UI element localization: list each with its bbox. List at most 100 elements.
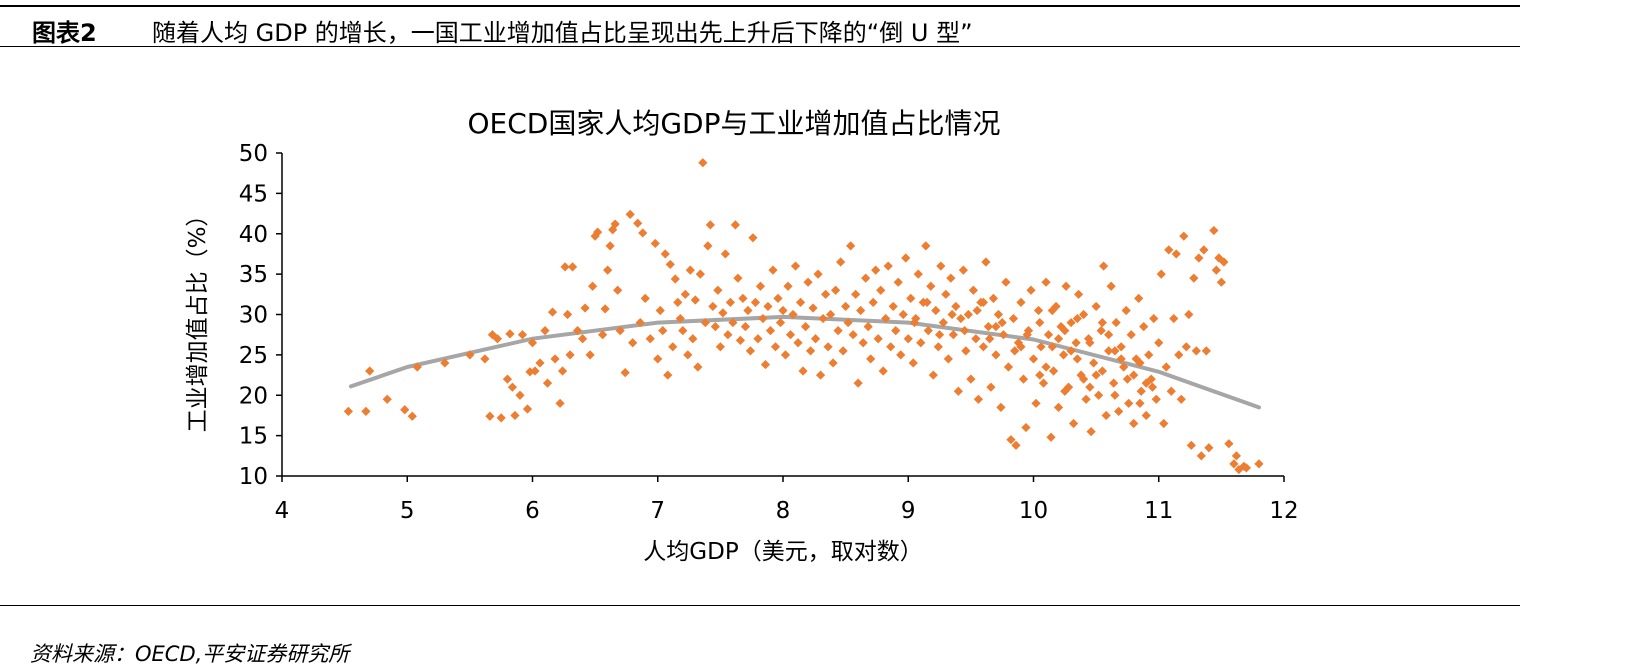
data-point	[858, 338, 868, 348]
data-point	[958, 265, 968, 275]
data-point	[813, 269, 823, 279]
data-point	[983, 322, 994, 332]
data-point	[1022, 330, 1032, 340]
data-point	[725, 297, 735, 307]
data-point	[507, 382, 518, 392]
data-point	[1006, 435, 1016, 445]
data-point	[615, 326, 625, 336]
data-point	[1254, 459, 1264, 469]
data-point	[1134, 293, 1144, 303]
data-point	[1047, 305, 1057, 316]
data-point	[695, 269, 705, 279]
data-point	[738, 293, 748, 303]
data-point	[505, 329, 515, 339]
data-point	[963, 309, 973, 320]
data-point	[909, 317, 920, 328]
data-point	[1043, 330, 1054, 340]
data-point	[836, 257, 846, 267]
data-point	[953, 386, 963, 396]
data-point	[790, 261, 801, 271]
data-point	[936, 261, 946, 271]
data-point	[848, 330, 858, 340]
data-point	[1135, 398, 1145, 408]
data-point	[1201, 346, 1211, 356]
data-point	[891, 326, 901, 336]
y-tick-label: 20	[239, 383, 268, 409]
data-point	[798, 366, 808, 376]
data-point	[973, 394, 983, 404]
data-point	[943, 354, 953, 364]
data-point	[673, 297, 683, 307]
data-point	[638, 228, 648, 238]
data-point	[1110, 390, 1120, 400]
data-point	[440, 358, 450, 368]
data-point	[540, 326, 550, 336]
header-bottom-rule	[0, 46, 1520, 47]
data-point	[922, 297, 932, 307]
data-point	[997, 317, 1007, 328]
data-point	[823, 342, 833, 352]
data-point	[846, 241, 856, 251]
data-point	[1046, 432, 1056, 442]
data-point	[608, 225, 618, 235]
data-point	[1011, 440, 1021, 450]
data-point	[863, 322, 873, 332]
data-point	[783, 281, 793, 291]
data-point	[928, 370, 938, 380]
data-point	[780, 350, 791, 360]
data-point	[658, 326, 668, 336]
data-point	[1119, 362, 1129, 372]
data-point	[1176, 394, 1186, 404]
data-point	[1191, 346, 1201, 356]
data-point	[966, 374, 976, 384]
data-point	[1033, 305, 1044, 316]
data-point	[1097, 317, 1107, 328]
data-point	[1241, 463, 1252, 473]
data-point	[1204, 443, 1214, 453]
y-tick-label: 35	[239, 262, 268, 288]
data-point	[1071, 338, 1081, 348]
data-point	[1041, 277, 1051, 287]
data-point	[1035, 370, 1045, 380]
y-tick-label: 40	[239, 222, 268, 248]
data-point	[527, 338, 538, 348]
data-point	[886, 342, 896, 352]
data-point	[572, 326, 583, 336]
data-point	[818, 313, 828, 324]
data-point	[906, 293, 916, 303]
data-point	[1104, 330, 1114, 340]
data-point	[978, 297, 988, 307]
data-point	[873, 334, 883, 344]
data-point	[881, 313, 891, 324]
data-point	[1156, 269, 1166, 279]
data-point	[760, 359, 771, 370]
data-point	[407, 411, 417, 421]
data-point	[768, 265, 778, 275]
data-point	[1164, 245, 1174, 255]
data-point	[1216, 277, 1226, 287]
data-point	[911, 313, 921, 324]
data-point	[655, 305, 665, 316]
data-point	[1114, 406, 1124, 416]
x-tick-label: 8	[776, 498, 791, 524]
data-point	[400, 405, 410, 415]
data-point	[985, 334, 995, 344]
data-point	[901, 253, 911, 263]
header-top-rule	[0, 5, 1520, 7]
data-point	[876, 285, 886, 295]
data-point	[480, 354, 490, 364]
data-point	[947, 309, 957, 320]
data-point	[550, 354, 560, 364]
data-point	[1023, 326, 1034, 336]
x-tick-label: 11	[1144, 498, 1173, 524]
data-point	[878, 366, 888, 376]
data-point	[1149, 313, 1159, 324]
data-point	[795, 297, 806, 307]
data-point	[1085, 338, 1095, 348]
data-point	[1060, 326, 1070, 336]
data-point	[931, 305, 941, 316]
data-point	[1121, 305, 1131, 316]
data-point	[683, 350, 693, 360]
data-point	[547, 307, 558, 317]
